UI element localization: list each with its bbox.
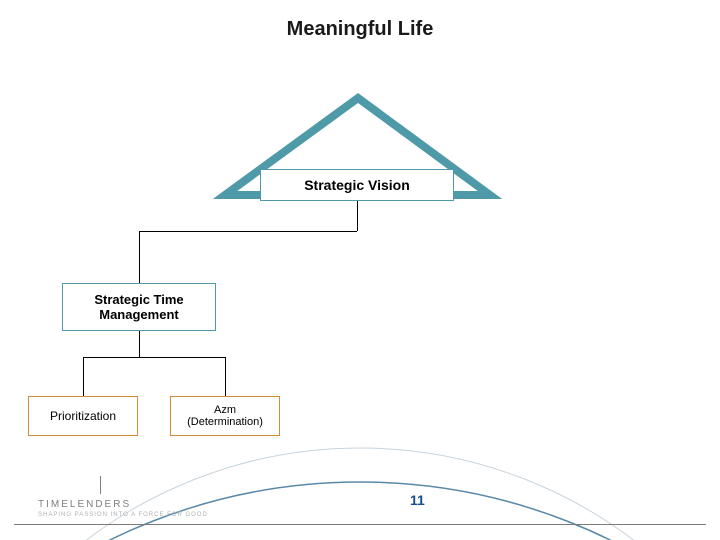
azm-label: Azm(Determination) bbox=[187, 404, 263, 428]
connector bbox=[139, 231, 140, 283]
connector bbox=[225, 357, 226, 396]
connector bbox=[139, 331, 140, 357]
stm-label: Strategic TimeManagement bbox=[94, 292, 183, 322]
logo-divider bbox=[100, 476, 101, 494]
vision-triangle bbox=[0, 0, 720, 300]
strategic-time-management-box: Strategic TimeManagement bbox=[62, 283, 216, 331]
strategic-vision-box: Strategic Vision bbox=[260, 169, 454, 201]
footer-rule bbox=[14, 524, 706, 525]
footer-logo-text: TIMELENDERS bbox=[38, 499, 131, 510]
connector bbox=[83, 357, 84, 396]
prioritization-box: Prioritization bbox=[28, 396, 138, 436]
connector bbox=[83, 357, 225, 358]
footer-tagline: SHAPING PASSION INTO A FORCE FOR GOOD bbox=[38, 512, 208, 518]
strategic-vision-label: Strategic Vision bbox=[304, 177, 410, 193]
connector bbox=[357, 201, 358, 231]
page-number: 11 bbox=[410, 492, 425, 508]
azm-box: Azm(Determination) bbox=[170, 396, 280, 436]
connector bbox=[139, 231, 357, 232]
prioritization-label: Prioritization bbox=[50, 409, 116, 423]
